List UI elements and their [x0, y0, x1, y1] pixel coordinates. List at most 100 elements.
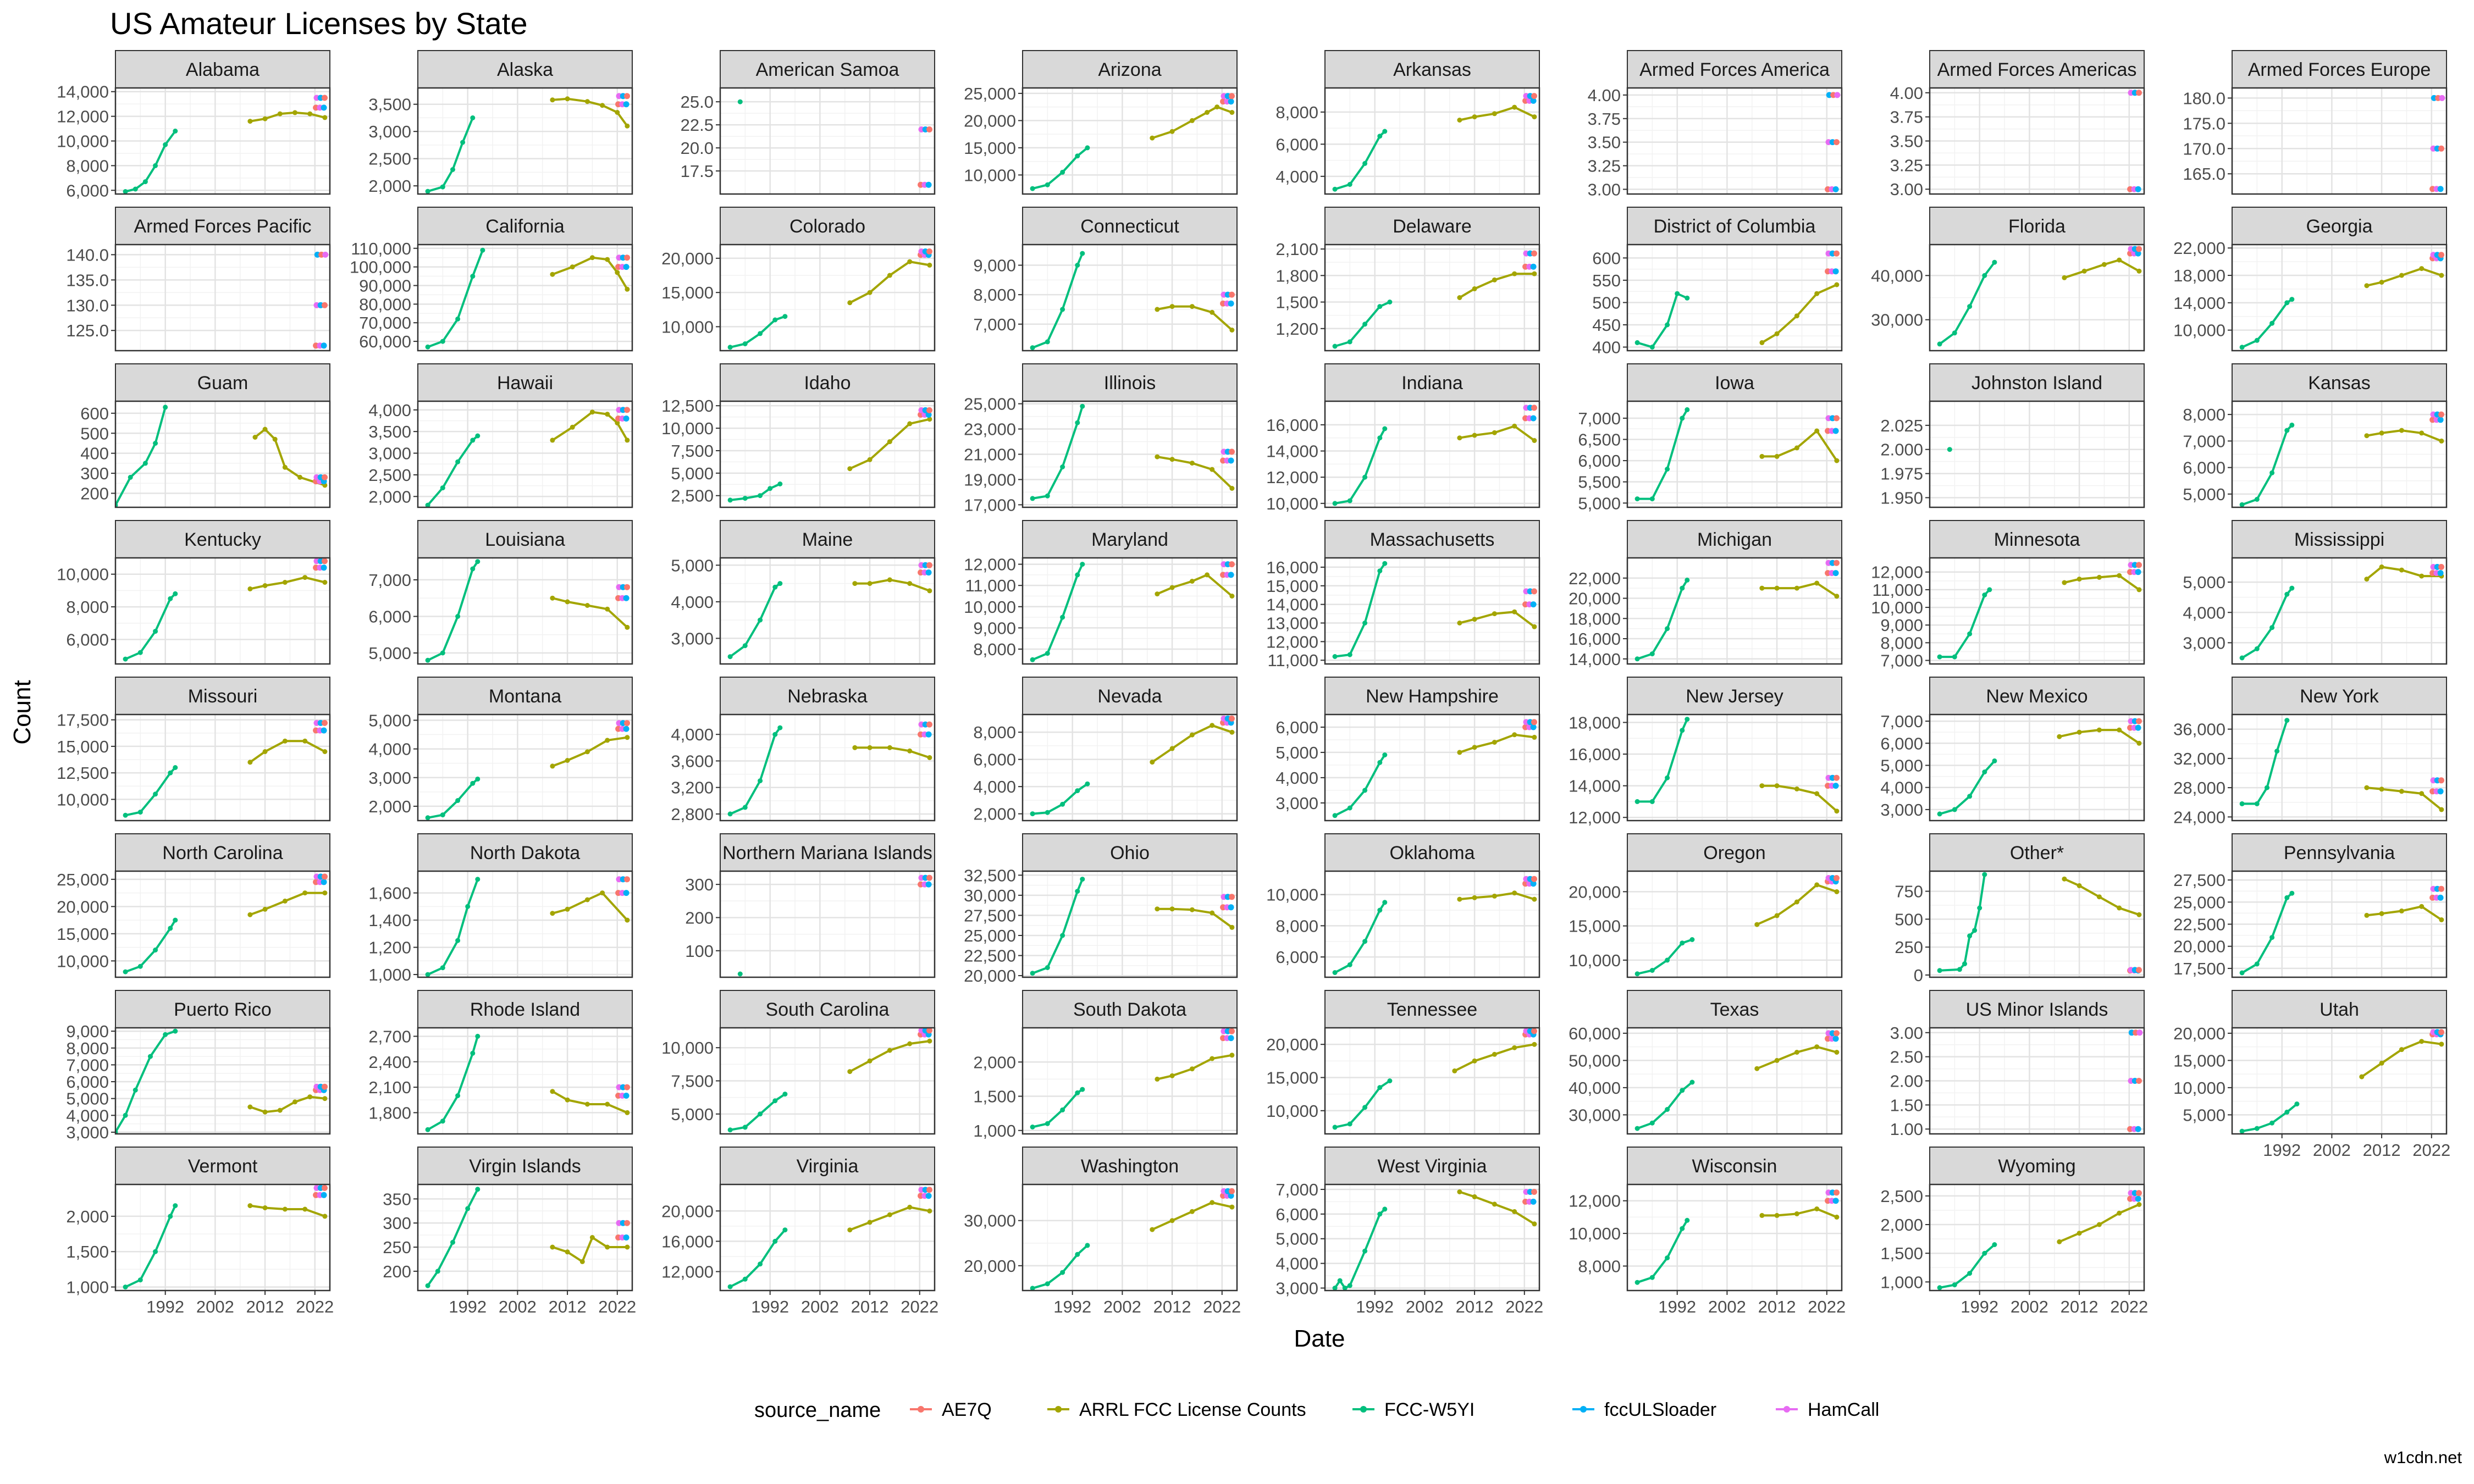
- recent-source-point: [624, 1220, 630, 1226]
- fcc-w5yi-point: [1952, 1282, 1957, 1288]
- panel-wisconsin: Wisconsin 8,000 10,000 12,000 1992 2002 2012 20…: [1569, 1147, 1846, 1316]
- arrl-point: [2077, 729, 2082, 735]
- arrl-point: [2062, 876, 2067, 882]
- arrl-point: [2399, 428, 2404, 433]
- arrl-point: [307, 111, 313, 117]
- panel-background: [1627, 401, 1842, 507]
- facet-strip: [417, 1147, 633, 1185]
- recent-source-point: [1530, 415, 1537, 422]
- arrl-point: [282, 580, 288, 585]
- y-tick-label: 3,000: [2183, 633, 2226, 652]
- gridlines: [2232, 88, 2447, 194]
- panel-border: [114, 1183, 331, 1292]
- panel-montana: Montana 2,000 3,000 4,000 5,000: [368, 677, 633, 822]
- arrl-point: [292, 1099, 297, 1105]
- fcc-w5yi-point: [1649, 651, 1655, 657]
- recent-source-point: [1832, 570, 1839, 577]
- fcc-w5yi-point: [470, 115, 476, 120]
- y-tick-label: 20,000: [661, 249, 714, 268]
- fcc-w5yi-point: [1030, 657, 1035, 662]
- fcc-w5yi-point: [1967, 794, 1973, 799]
- series-marks: [2239, 718, 2444, 812]
- facet-label: Kansas: [2308, 373, 2370, 394]
- arrl-point: [615, 420, 620, 425]
- legend-title: source_name: [754, 1399, 881, 1422]
- arrl-point: [1472, 114, 1477, 120]
- fcc-w5yi-point: [772, 1098, 778, 1104]
- panel-kansas: Kansas 5,000 6,000 7,000 8,000: [2183, 363, 2448, 508]
- panel-border: [114, 400, 331, 508]
- fcc-w5yi-point: [737, 99, 743, 104]
- y-tick-label: 5,000: [368, 711, 411, 730]
- fcc-w5yi-point: [1665, 1107, 1670, 1112]
- arrl-point: [2399, 273, 2404, 278]
- y-tick-label: 30,000: [1569, 1105, 1621, 1125]
- arrl-line: [552, 256, 628, 290]
- fcc-w5yi-point: [1634, 799, 1640, 804]
- fcc-w5yi-point: [2269, 935, 2275, 940]
- arrl-point: [262, 906, 268, 912]
- fcc-w5yi-point: [1952, 330, 1957, 336]
- arrl-point: [262, 749, 268, 754]
- facet-strip: [1627, 520, 1842, 558]
- arrl-point: [2419, 573, 2425, 579]
- y-tick-label: 8,000: [973, 285, 1016, 304]
- series-marks: [1332, 876, 1537, 975]
- facet-strip: [2232, 50, 2447, 88]
- y-tick-label: 32,500: [964, 866, 1016, 885]
- facet-strip: [1627, 50, 1842, 88]
- fcc-w5yi-point: [1685, 295, 1690, 301]
- fcc-w5yi-point: [2239, 655, 2245, 661]
- arrl-point: [927, 262, 932, 268]
- y-tick-label: 10,000: [1871, 598, 1923, 617]
- arrl-point: [907, 259, 913, 264]
- facet-strip: [1022, 833, 1238, 872]
- fcc-w5yi-point: [2289, 422, 2295, 428]
- y-tick-label: 22,000: [2173, 239, 2226, 258]
- x-tick-label: 2002: [196, 1297, 234, 1316]
- series-marks: [1634, 560, 1840, 662]
- arrl-point: [2419, 791, 2425, 796]
- arrl-point: [2062, 275, 2067, 280]
- fcc-w5yi-point: [475, 877, 481, 882]
- panel-background: [115, 1028, 330, 1134]
- panel-background: [418, 1028, 632, 1134]
- arrl-point: [1210, 309, 1215, 315]
- panel-border: [417, 87, 633, 195]
- fcc-w5yi-point: [1377, 907, 1383, 913]
- fcc-w5yi-point: [1685, 1217, 1690, 1223]
- arrl-point: [2117, 905, 2122, 911]
- panel-background: [1930, 401, 2144, 507]
- facet-label: Armed Forces America: [1639, 59, 1830, 80]
- recent-source-point: [925, 412, 932, 418]
- recent-source-point: [624, 1084, 630, 1090]
- arrl-point: [2379, 280, 2384, 285]
- y-tick-label: 3,000: [368, 444, 411, 463]
- recent-source-point: [2135, 724, 2141, 731]
- y-tick-label: 10,000: [964, 165, 1016, 185]
- fcc-w5yi-point: [1332, 501, 1338, 506]
- fcc-w5yi-point: [727, 1127, 733, 1133]
- x-tick-label: 2012: [2363, 1140, 2401, 1160]
- x-tick-label: 2022: [296, 1297, 334, 1316]
- y-tick-label: 6,000: [1275, 718, 1318, 737]
- facet-label: Indiana: [1401, 373, 1463, 394]
- y-tick-label: 7,000: [1880, 651, 1923, 671]
- fcc-w5yi-point: [1947, 447, 1952, 452]
- arrl-point: [247, 586, 253, 591]
- arrl-point: [1774, 783, 1780, 789]
- series-marks: [1332, 93, 1537, 192]
- fcc-w5yi-point: [1085, 781, 1090, 787]
- panel-border: [719, 713, 936, 822]
- y-tick-label: 3,000: [66, 1123, 109, 1142]
- y-tick-label: 8,000: [66, 1039, 109, 1058]
- arrl-point: [1532, 734, 1537, 740]
- gridlines: [1627, 558, 1842, 664]
- arrl-point: [565, 599, 570, 605]
- fcc-w5yi-point: [1992, 758, 1997, 763]
- y-tick-label: 140.0: [66, 245, 109, 264]
- arrl-point: [2081, 268, 2087, 274]
- gridlines: [2232, 871, 2447, 977]
- recent-source-point: [1229, 93, 1235, 99]
- y-tick-label: 5,500: [1578, 473, 1621, 492]
